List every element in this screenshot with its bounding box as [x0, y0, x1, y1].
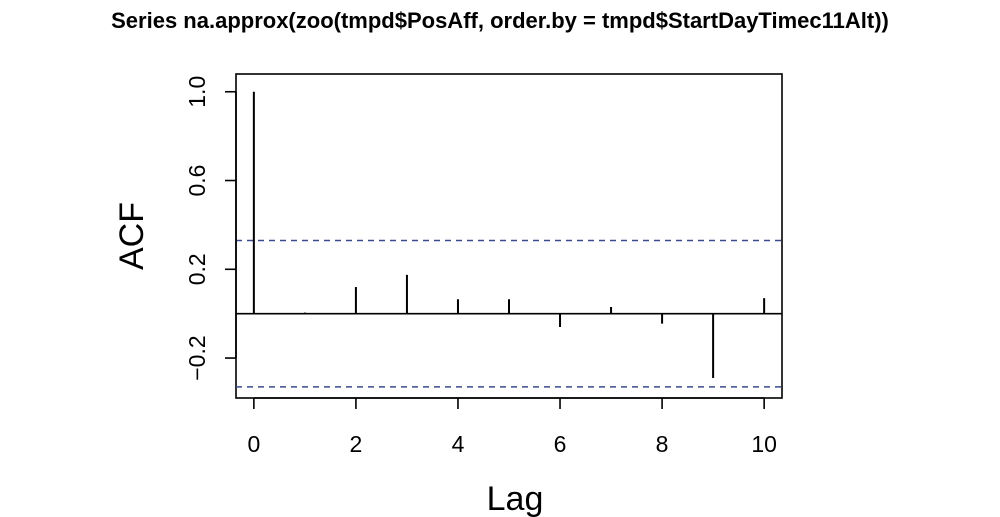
y-axis-label: ACF	[113, 202, 151, 270]
y-tick-label: 1.0	[184, 76, 210, 108]
y-tick-label: 0.6	[184, 165, 210, 197]
x-axis: 0 2 4 6 8 10	[247, 397, 777, 457]
x-tick-label: 2	[350, 431, 363, 457]
plot-area	[235, 73, 783, 399]
y-tick-label: −0.2	[184, 335, 210, 380]
y-tick-label: 0.2	[184, 253, 210, 285]
x-tick-label: 0	[247, 431, 260, 457]
x-axis-label: Lag	[487, 480, 544, 517]
x-tick-label: 4	[452, 431, 465, 457]
y-axis: −0.2 0.2 0.6 1.0	[184, 76, 237, 381]
chart-title: Series na.approx(zoo(tmpd$PosAff, order.…	[111, 8, 889, 33]
x-tick-label: 8	[656, 431, 669, 457]
x-tick-label: 6	[554, 431, 567, 457]
plot-frame	[235, 73, 783, 399]
x-tick-label: 10	[751, 431, 777, 457]
